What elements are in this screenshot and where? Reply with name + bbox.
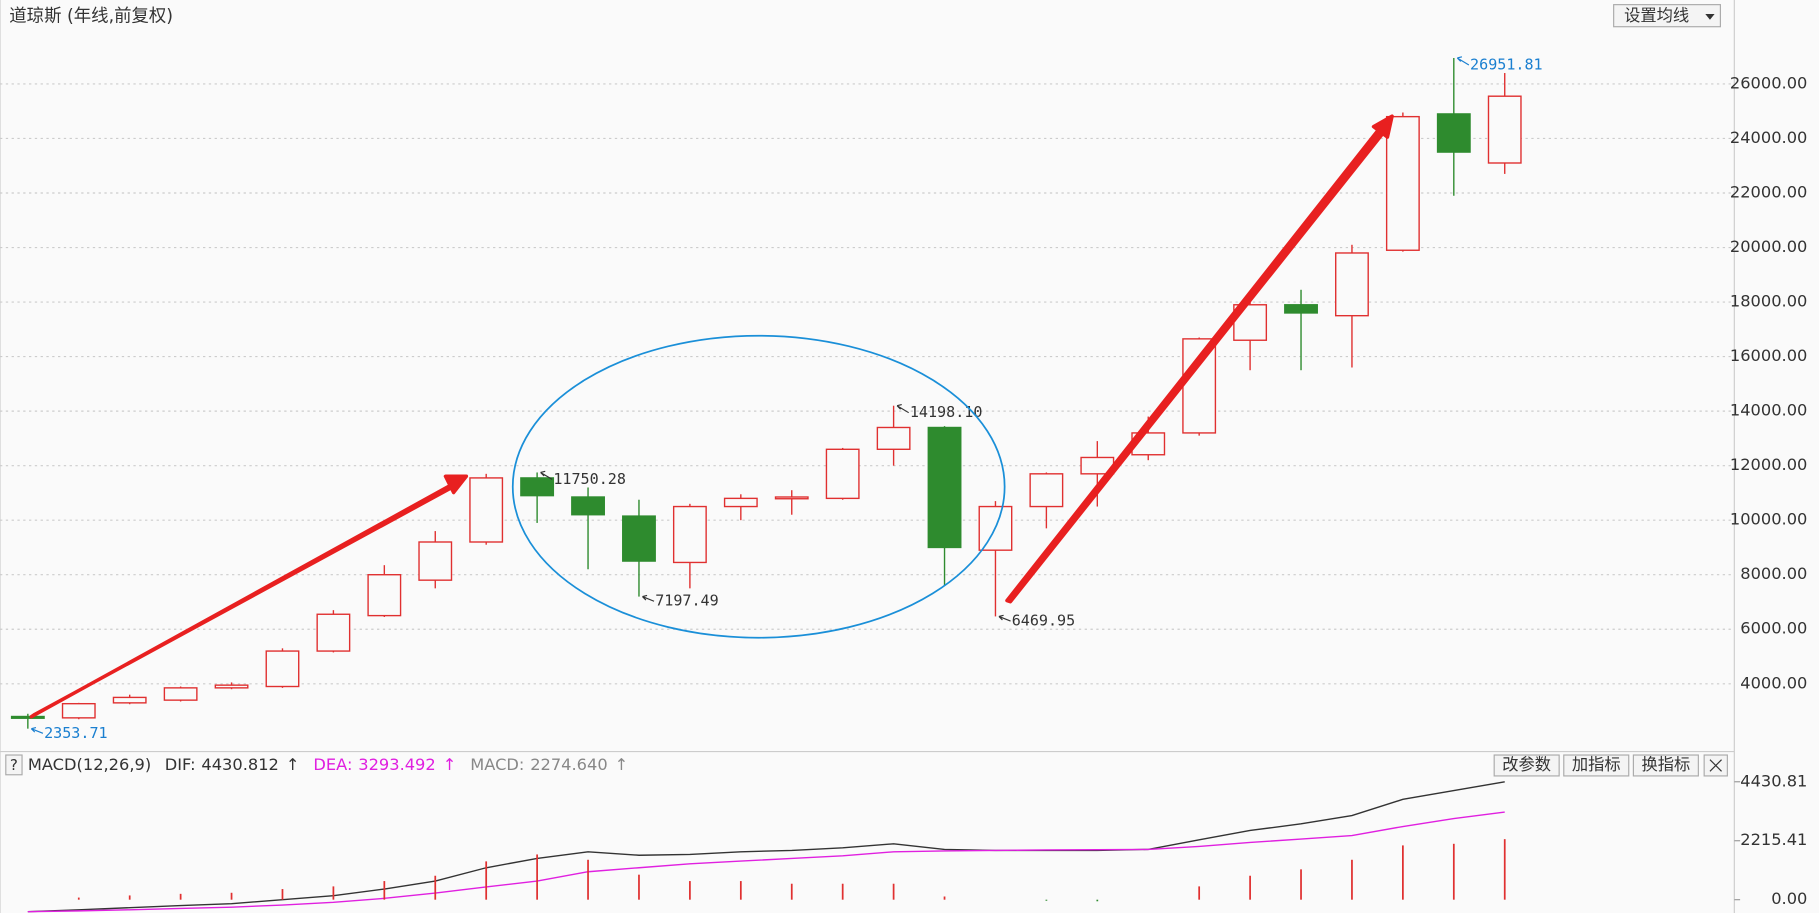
candle-body <box>61 702 96 719</box>
price-label: 6469.95 <box>1012 612 1076 630</box>
y-tick-label: 24000.00 <box>1730 128 1807 147</box>
label-arrow <box>642 594 655 602</box>
legend-value: 4430.812 <box>201 755 278 774</box>
y-tick-label: 16000.00 <box>1730 346 1807 365</box>
candle-body <box>1335 252 1369 317</box>
y-tick-label: 22000.00 <box>1730 182 1807 201</box>
label-arrow <box>998 614 1011 622</box>
legend-trend: ↑ <box>286 755 300 774</box>
y-tick-label: 0.00 <box>1771 889 1807 908</box>
y-tick-label: 14000.00 <box>1730 401 1807 420</box>
candle-body <box>622 515 656 562</box>
legend-trend: ↑ <box>615 755 629 774</box>
help-button[interactable] <box>5 754 23 776</box>
panel-button[interactable] <box>1563 754 1630 777</box>
dropdown-icon <box>1705 13 1715 20</box>
candle-body <box>1029 473 1064 508</box>
candle-body <box>1284 304 1318 314</box>
y-tick-label: 8000.00 <box>1740 564 1807 583</box>
label-arrow <box>896 403 909 414</box>
candle-body <box>163 687 198 701</box>
legend-name: DIF: <box>165 755 196 774</box>
candle-body <box>316 613 351 652</box>
help-label[interactable]: ? <box>10 756 18 774</box>
price-label: 14198.10 <box>910 403 983 421</box>
candle-body <box>672 505 707 564</box>
candle-body <box>723 497 758 508</box>
trend-arrow <box>29 474 469 719</box>
legend-value: 2274.640 <box>530 755 607 774</box>
price-panel: 4000.00 6000.00 8000.00 10000.00 12000.00 140… <box>0 55 1807 742</box>
macd-panel: 0.00 2215.41 4430.81 DIF: 4430.812 ↑ DEA: 3293.… <box>27 754 1807 913</box>
candle-body <box>367 574 402 617</box>
candle-body <box>1487 95 1522 164</box>
price-label: 7197.49 <box>655 592 719 610</box>
indicator-line <box>27 811 1505 913</box>
y-tick-label: 4430.81 <box>1740 771 1807 790</box>
panel-button[interactable] <box>1493 754 1560 777</box>
price-label: 26951.81 <box>1470 55 1543 73</box>
candle-body <box>1385 115 1420 251</box>
y-tick-label: 12000.00 <box>1730 455 1807 474</box>
candle-body <box>774 496 809 500</box>
panel-button-label[interactable]: 加指标 <box>1572 755 1621 774</box>
ma-button[interactable] <box>1613 4 1721 28</box>
y-tick-label: 2215.41 <box>1740 830 1807 849</box>
trend-arrow <box>1005 114 1394 604</box>
y-tick-label: 18000.00 <box>1730 292 1807 311</box>
candle-body <box>10 715 45 719</box>
legend-value: 3293.492 <box>358 755 435 774</box>
candle-body <box>1436 113 1471 153</box>
candle-body <box>214 684 249 689</box>
close-icon <box>1709 759 1722 772</box>
candle-body <box>927 426 962 549</box>
price-label: 2353.71 <box>44 724 108 742</box>
highlight-ellipse <box>511 334 1006 639</box>
candle-body <box>876 426 911 450</box>
candle-body <box>1182 338 1217 434</box>
y-tick-label: 4000.00 <box>1740 673 1807 692</box>
candle-body <box>265 650 300 688</box>
y-tick-label: 6000.00 <box>1740 619 1807 638</box>
indicator-line <box>27 781 1505 913</box>
candle-body <box>469 477 504 543</box>
indicator-title: MACD(12,26,9) <box>28 755 151 774</box>
label-arrow <box>540 470 553 480</box>
y-tick-label: 10000.00 <box>1730 510 1807 529</box>
legend-name: MACD: <box>470 755 524 774</box>
label-arrow <box>1456 56 1470 66</box>
y-tick-label: 20000.00 <box>1730 237 1807 256</box>
price-label: 11750.28 <box>553 470 626 488</box>
label-arrow <box>30 726 44 734</box>
panel-button-label[interactable]: 改参数 <box>1502 755 1551 774</box>
chart-title: 道琼斯 (年线,前复权) <box>9 6 173 26</box>
legend-trend: ↑ <box>443 755 457 774</box>
legend-name: DEA: <box>313 755 352 774</box>
ma-button-label[interactable]: 设置均线 <box>1624 6 1689 25</box>
panel-button[interactable] <box>1632 754 1699 777</box>
candle-body <box>112 696 147 704</box>
candle-body <box>825 448 860 500</box>
panel-button-label[interactable]: 换指标 <box>1642 755 1691 774</box>
candle-body <box>571 496 605 516</box>
candle-body <box>418 541 453 581</box>
candle-body <box>520 477 555 497</box>
y-tick-label: 26000.00 <box>1730 73 1807 92</box>
